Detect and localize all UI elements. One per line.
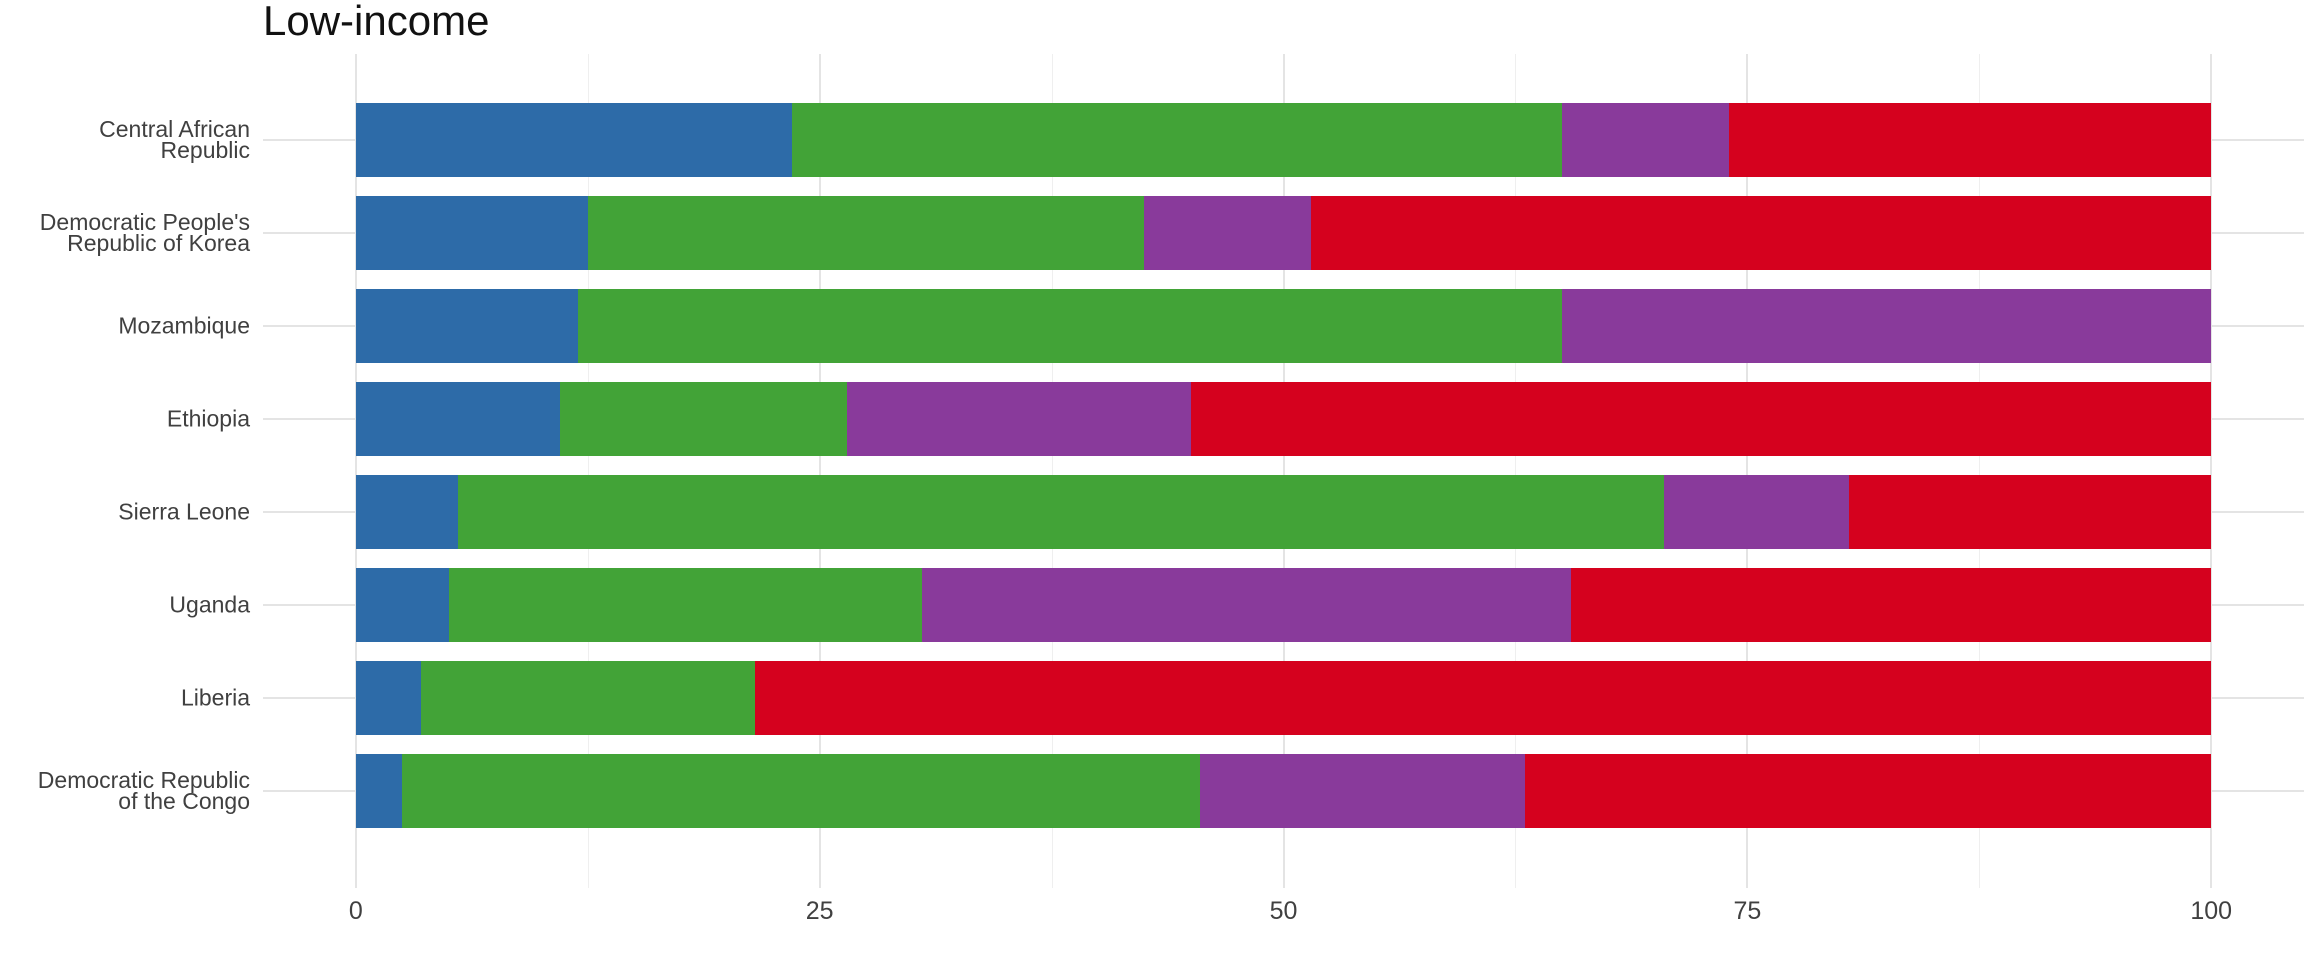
bar-segment-series-purple	[1200, 754, 1525, 828]
x-tick-label: 25	[805, 897, 834, 925]
bar-segment-series-green	[448, 568, 922, 642]
v-gridline-major	[818, 54, 821, 888]
y-axis-label: Uganda	[169, 591, 250, 618]
v-gridline-major	[2210, 54, 2213, 888]
bar-segment-series-blue	[355, 196, 588, 270]
bar-segment-series-purple	[921, 568, 1572, 642]
y-axis-label: Liberia	[180, 684, 250, 711]
bar-segment-series-green	[587, 196, 1145, 270]
bar-segment-series-red	[754, 661, 2212, 735]
x-tick-label: 50	[1269, 897, 1298, 925]
v-gridline-major	[1746, 54, 1749, 888]
bar-segment-series-blue	[355, 568, 449, 642]
bar-segment-series-blue	[355, 661, 421, 735]
chart-title: Low-income	[263, 0, 490, 44]
bar-segment-series-green	[578, 289, 1562, 363]
bar-row	[263, 196, 2304, 270]
v-gridline-minor	[587, 54, 589, 888]
bar-row	[263, 568, 2304, 642]
bar-segment-series-red	[1849, 475, 2212, 549]
bar-segment-series-blue	[355, 382, 560, 456]
bar-segment-series-green	[791, 103, 1562, 177]
v-gridline-minor	[1515, 54, 1517, 888]
bar-segment-series-green	[559, 382, 848, 456]
bar-segment-series-red	[1311, 196, 2212, 270]
bar-segment-series-red	[1728, 103, 2212, 177]
bar-segment-series-purple	[1663, 475, 1850, 549]
y-axis-label: Democratic Republic of the Congo	[37, 767, 250, 814]
bar-row	[263, 289, 2304, 363]
y-axis-label: Democratic People's Republic of Korea	[39, 209, 250, 256]
v-gridline-minor	[1051, 54, 1053, 888]
bar-segment-series-purple	[847, 382, 1191, 456]
bar-segment-series-red	[1524, 754, 2212, 828]
bar-row	[263, 103, 2304, 177]
bar-segment-series-blue	[355, 475, 458, 549]
bar-row	[263, 475, 2304, 549]
x-tick-label: 75	[1733, 897, 1762, 925]
bar-row	[263, 754, 2304, 828]
bar-segment-series-red	[1190, 382, 2212, 456]
bar-segment-series-green	[457, 475, 1664, 549]
bar-segment-series-purple	[1561, 289, 2212, 363]
bar-segment-series-green	[420, 661, 755, 735]
x-tick-label: 0	[348, 897, 363, 925]
plot-panel	[263, 54, 2304, 888]
y-axis-label: Ethiopia	[166, 405, 250, 432]
bar-row	[263, 382, 2304, 456]
bar-segment-series-blue	[355, 103, 792, 177]
y-axis-label: Sierra Leone	[118, 498, 250, 525]
v-gridline-major	[1282, 54, 1285, 888]
bar-row	[263, 661, 2304, 735]
v-gridline-minor	[1979, 54, 1981, 888]
bar-segment-series-blue	[355, 289, 579, 363]
x-tick-label: 100	[2190, 897, 2233, 925]
bar-segment-series-purple	[1561, 103, 1729, 177]
bar-segment-series-purple	[1144, 196, 1312, 270]
bar-segment-series-red	[1571, 568, 2212, 642]
y-axis-label: Mozambique	[118, 312, 250, 339]
bar-segment-series-green	[402, 754, 1200, 828]
v-gridline-major	[354, 54, 357, 888]
y-axis-label: Central African Republic	[99, 116, 250, 163]
bar-segment-series-blue	[355, 754, 403, 828]
